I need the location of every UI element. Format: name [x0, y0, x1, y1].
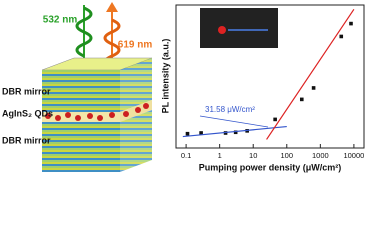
- data-point: [233, 130, 238, 135]
- chart: 31.58 μW/cm² Pumping power density (μW/c…: [160, 4, 365, 172]
- layer-label: DBR mirror: [2, 86, 51, 96]
- quantum-dots: [45, 103, 149, 121]
- data-point: [273, 117, 277, 122]
- x-tick-label: 1000: [312, 151, 329, 160]
- fit-line: [182, 125, 287, 138]
- data-point: [299, 97, 304, 102]
- data-point: [349, 21, 353, 26]
- annotation-arrow: [199, 115, 269, 128]
- plot-frame: [175, 4, 365, 149]
- top-dbr-side: [120, 58, 152, 112]
- beam-label: 532 nm: [43, 15, 78, 26]
- inset-photo: [200, 8, 278, 48]
- annotation: 31.58 μW/cm²: [205, 105, 255, 114]
- inset-spot: [218, 26, 226, 34]
- x-tick-label: 10000: [343, 151, 364, 160]
- green-wave: [75, 6, 93, 58]
- y-axis-label: PL intensity (a.u.): [160, 39, 170, 114]
- layer-label: AgInS₂ QDs: [2, 108, 53, 118]
- orange-arrow: [106, 2, 118, 12]
- layer-label: DBR mirror: [2, 135, 51, 145]
- diagram: 532 nm 619 nm DBR mirror AgInS₂ QDs DBR …: [2, 2, 152, 172]
- data-point: [311, 86, 316, 90]
- x-tick-label: 0.1: [181, 151, 191, 160]
- x-tick-label: 1: [218, 151, 222, 160]
- fit-line: [266, 8, 355, 140]
- bottom-dbr: [42, 122, 120, 172]
- qd-layer: [42, 112, 120, 122]
- figure: 532 nm 619 nm DBR mirror AgInS₂ QDs DBR …: [2, 2, 365, 172]
- beam-label: 619 nm: [118, 40, 153, 51]
- x-tick-label: 100: [281, 151, 294, 160]
- x-axis-label: Pumping power density (μW/cm²): [199, 162, 342, 172]
- data-point: [339, 34, 344, 39]
- x-tick-label: 10: [249, 151, 257, 160]
- bottom-dbr-side: [120, 110, 152, 172]
- data-point: [199, 131, 203, 135]
- data-point: [185, 131, 190, 136]
- top-dbr: [42, 70, 120, 112]
